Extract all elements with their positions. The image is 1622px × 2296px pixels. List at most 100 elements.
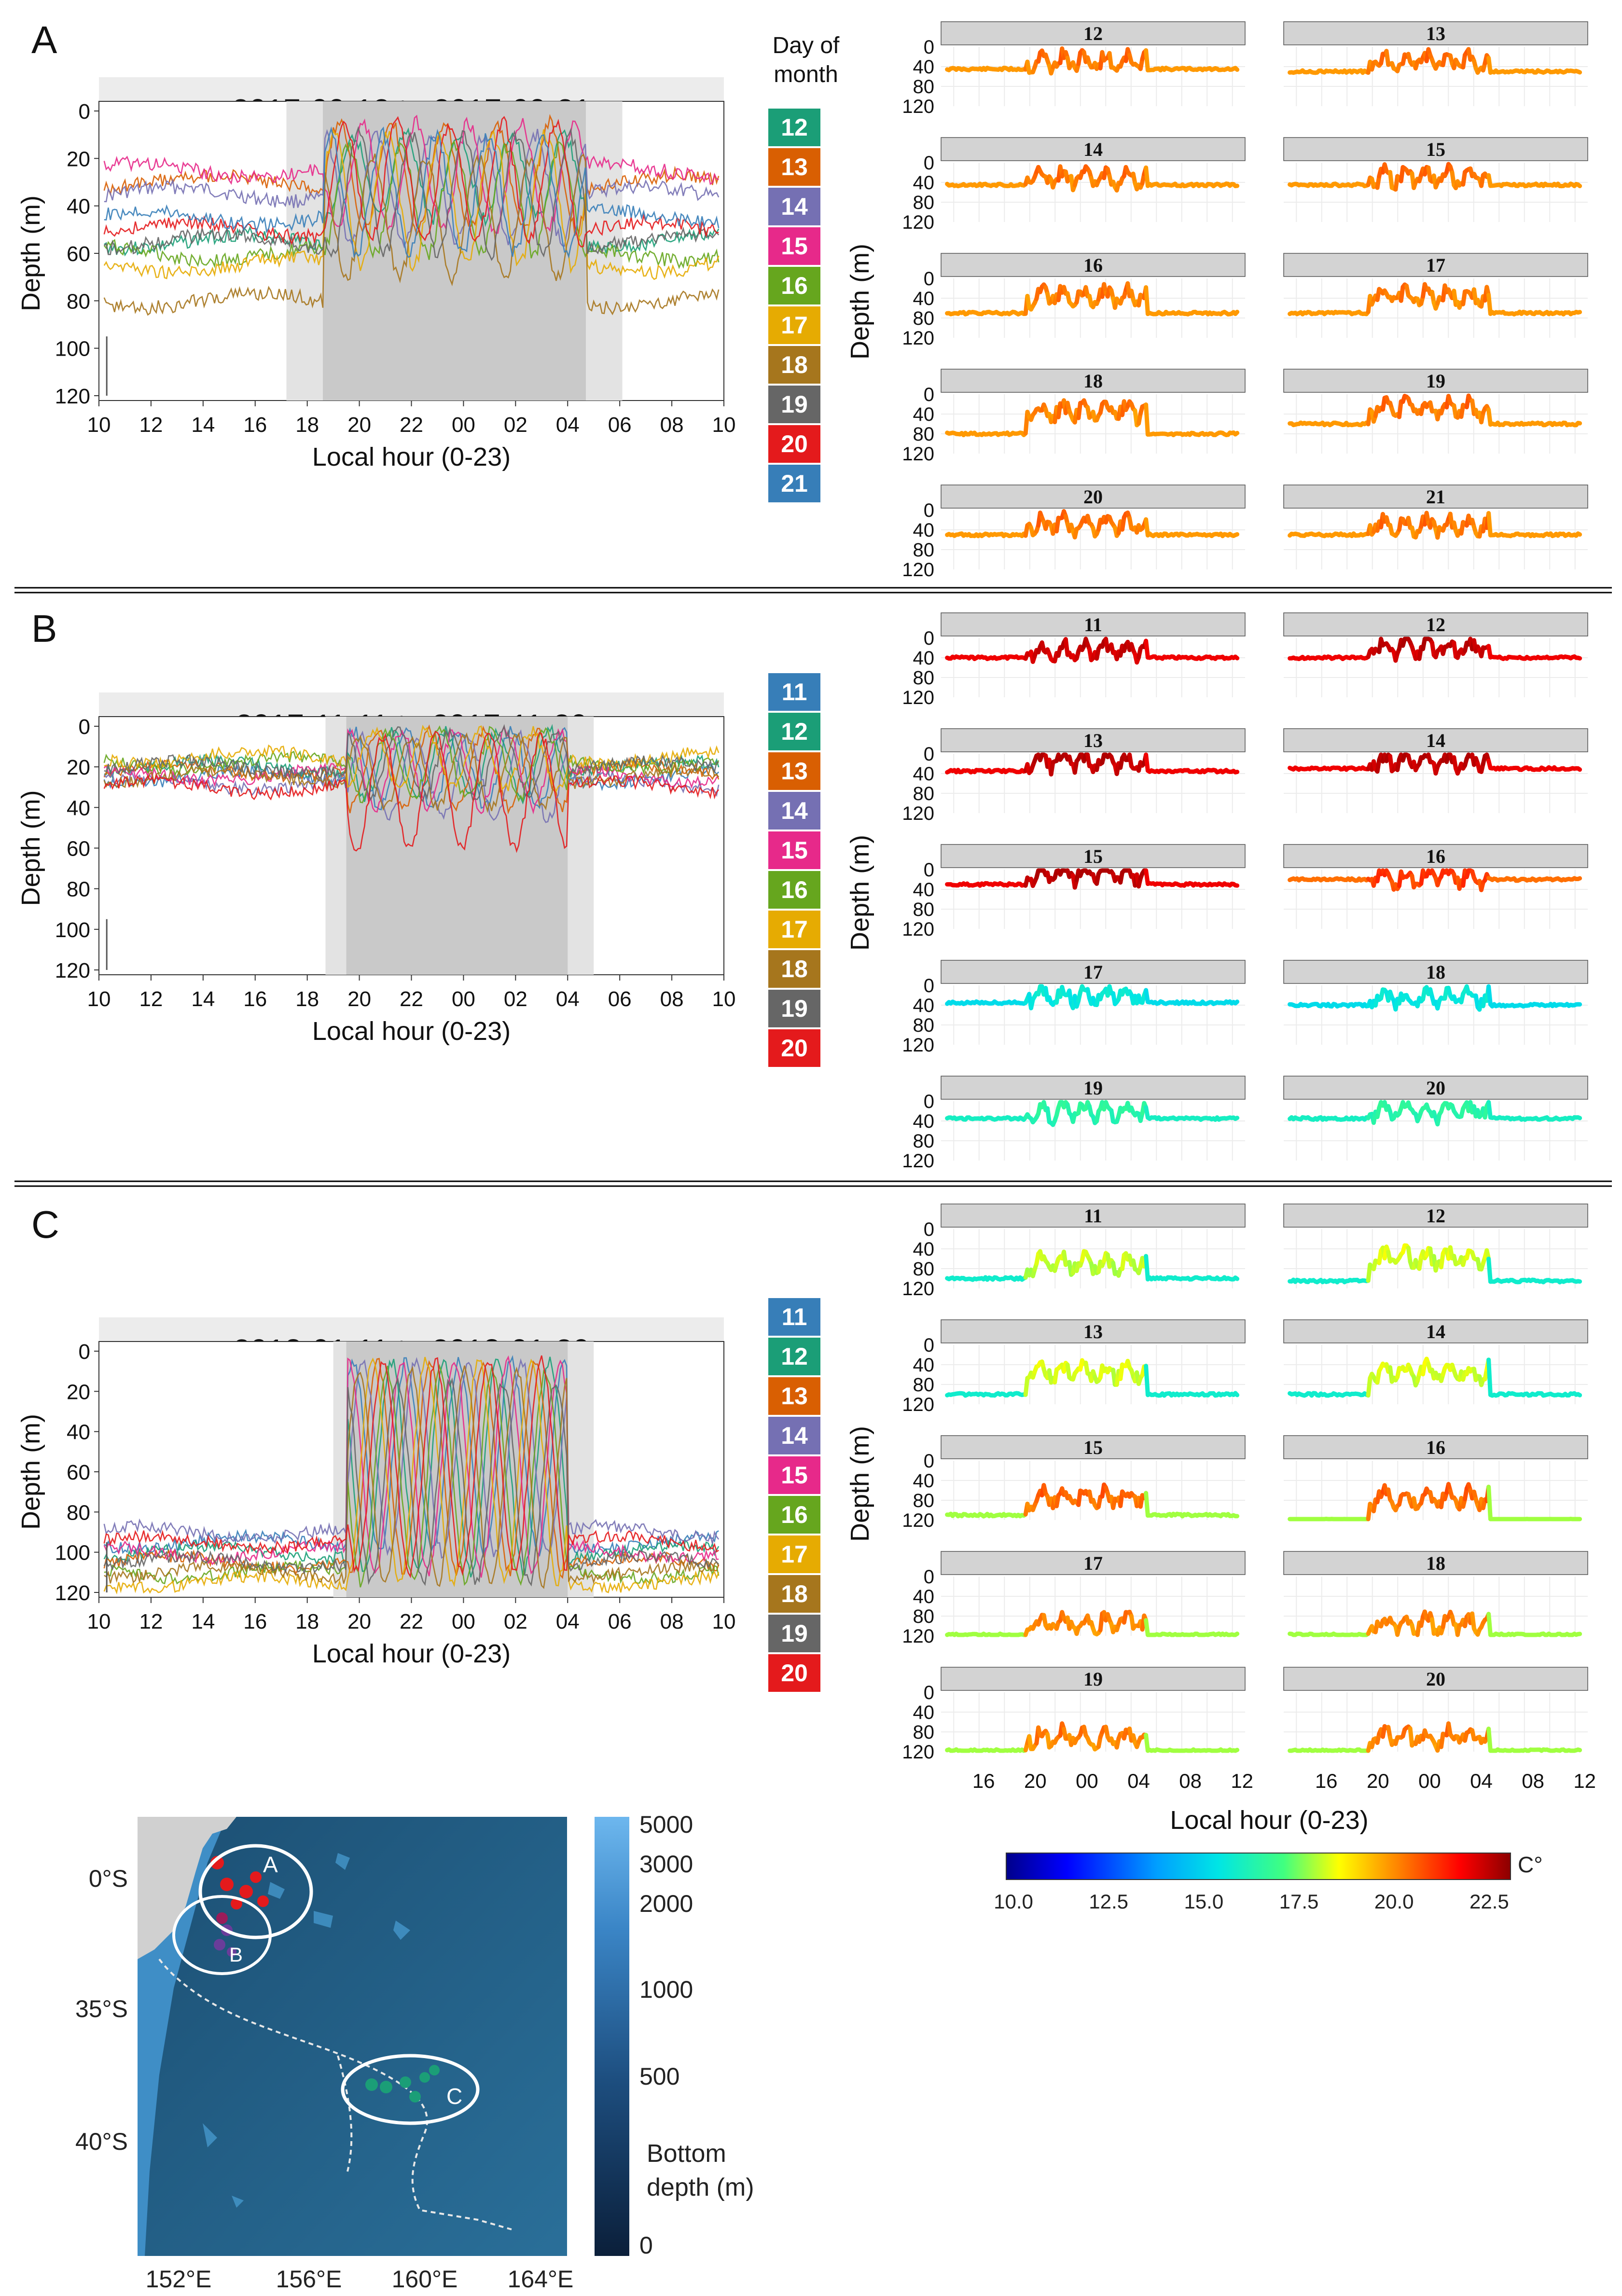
y-tick-label: 0 xyxy=(79,715,90,739)
legend-swatch-16 xyxy=(768,871,820,909)
legend-swatch-20 xyxy=(768,425,820,463)
x-tick-label: 20 xyxy=(347,1610,371,1633)
facet-y-tick: 40 xyxy=(913,56,935,78)
series-line-day-20 xyxy=(103,731,720,853)
x-tick-label: 16 xyxy=(243,987,267,1011)
main-plot-area xyxy=(98,1341,724,1598)
facet-label: 17 xyxy=(1426,254,1445,276)
facet-y-tick: 0 xyxy=(924,744,934,765)
facet-y-tick: 40 xyxy=(913,648,935,669)
depth-trace-segment xyxy=(1576,766,1582,772)
legend-label-20: 20 xyxy=(781,430,808,457)
y-tick-label: 100 xyxy=(55,918,90,942)
facet-label: 13 xyxy=(1083,730,1103,751)
facet-plot-area xyxy=(941,510,1245,569)
depth-trace-segment xyxy=(1233,430,1240,437)
facet-y-tick: 40 xyxy=(913,1355,935,1376)
small-multiple-day-12: 12 xyxy=(1283,612,1588,697)
x-tick-label: 00 xyxy=(452,413,475,437)
series-line-day-14 xyxy=(104,128,720,249)
main-plot-area xyxy=(98,101,724,401)
facet-y-tick: 80 xyxy=(913,192,935,213)
depth-trace-segment xyxy=(1144,1491,1150,1518)
series-line-day-16 xyxy=(103,725,720,803)
depth-trace-segment xyxy=(1366,1376,1372,1398)
depth-trace-segment xyxy=(1486,511,1493,538)
x-tick-label: 12 xyxy=(139,987,163,1011)
facet-y-tick: 80 xyxy=(913,783,935,804)
x-tick-label: 08 xyxy=(660,987,684,1011)
y-tick-label: 120 xyxy=(55,385,90,408)
x-tick-label: 04 xyxy=(556,987,580,1011)
facet-y-tick: 120 xyxy=(902,1278,934,1300)
depth-trace-segment xyxy=(1144,638,1150,660)
facet-strip xyxy=(941,253,1246,277)
x-tick-label: 12 xyxy=(139,413,163,437)
facet-y-tick: 120 xyxy=(902,687,934,708)
y-tick-label: 0 xyxy=(79,100,90,124)
depth-trace-segment xyxy=(1576,421,1582,426)
y-tick-label: 40 xyxy=(67,1421,90,1444)
legend-swatch-14 xyxy=(768,188,820,225)
panel-letter-A: A xyxy=(31,18,57,61)
series-line-day-18 xyxy=(103,153,720,316)
legend-swatch-15 xyxy=(768,227,820,265)
facet-plot-area xyxy=(1284,163,1588,222)
panel-C: C2018-01-11 to 2018-01-20020406080100120… xyxy=(16,1203,1588,1763)
series-line-day-17 xyxy=(104,724,720,793)
legend-label-19: 19 xyxy=(781,1620,808,1647)
legend-label-18: 18 xyxy=(781,1580,808,1607)
facet-y-tick: 0 xyxy=(924,1335,934,1356)
facet-label: 14 xyxy=(1426,1321,1445,1342)
depth-trace-segment xyxy=(1054,515,1061,534)
x-tick-label: 14 xyxy=(191,1610,215,1633)
small-multiple-day-13: 13 xyxy=(1283,21,1588,106)
legend-swatch-11 xyxy=(768,673,820,711)
depth-trace-segment xyxy=(1233,532,1240,538)
legend-label-15: 15 xyxy=(781,837,808,864)
depth-trace-segment xyxy=(1144,402,1150,437)
facet-plot-area xyxy=(941,163,1245,222)
facet-plot-area xyxy=(941,638,1245,697)
x-tick-label: 18 xyxy=(295,1610,319,1633)
facet-y-tick: 120 xyxy=(902,1150,934,1172)
facet-strip xyxy=(941,21,1246,45)
main-x-axis-label: Local hour (0-23) xyxy=(312,443,511,471)
legend-swatch-17 xyxy=(768,911,820,948)
depth-trace-segment xyxy=(1576,1279,1582,1284)
facet-y-tick: 0 xyxy=(924,628,934,649)
facet-y-tick: 120 xyxy=(902,1510,934,1531)
facet-y-tick: 120 xyxy=(902,328,934,349)
legend-swatch-14 xyxy=(768,792,820,830)
depth-trace-segment xyxy=(1576,1392,1582,1397)
facet-label: 11 xyxy=(1084,1205,1102,1227)
depth-trace-segment xyxy=(1576,531,1582,537)
legend-label-13: 13 xyxy=(781,1383,808,1410)
facet-strip xyxy=(941,728,1246,752)
facet-y-tick: 40 xyxy=(913,995,935,1016)
facet-plot-area xyxy=(1284,1461,1588,1520)
depth-trace-segment xyxy=(1233,654,1240,661)
depth-trace-segment xyxy=(1486,292,1493,316)
facet-y-tick: 0 xyxy=(924,1451,934,1472)
small-multiple-day-16: 16 xyxy=(1283,1435,1588,1521)
facet-label: 21 xyxy=(1426,486,1445,508)
x-tick-label: 10 xyxy=(712,987,736,1011)
depth-trace-segment xyxy=(1486,1484,1493,1521)
facet-y-tick: 40 xyxy=(913,172,935,194)
depth-trace-segment xyxy=(1576,69,1582,75)
y-tick-label: 60 xyxy=(67,1461,90,1484)
facet-label: 19 xyxy=(1426,370,1445,392)
series-line-day-19 xyxy=(104,724,719,803)
facet-y-tick: 80 xyxy=(913,424,935,445)
facet-label: 12 xyxy=(1083,23,1103,44)
facet-y-tick: 80 xyxy=(913,539,935,561)
facet-y-tick: 80 xyxy=(913,1259,935,1280)
facet-strip xyxy=(941,612,1246,636)
x-tick-label: 22 xyxy=(400,1610,423,1633)
